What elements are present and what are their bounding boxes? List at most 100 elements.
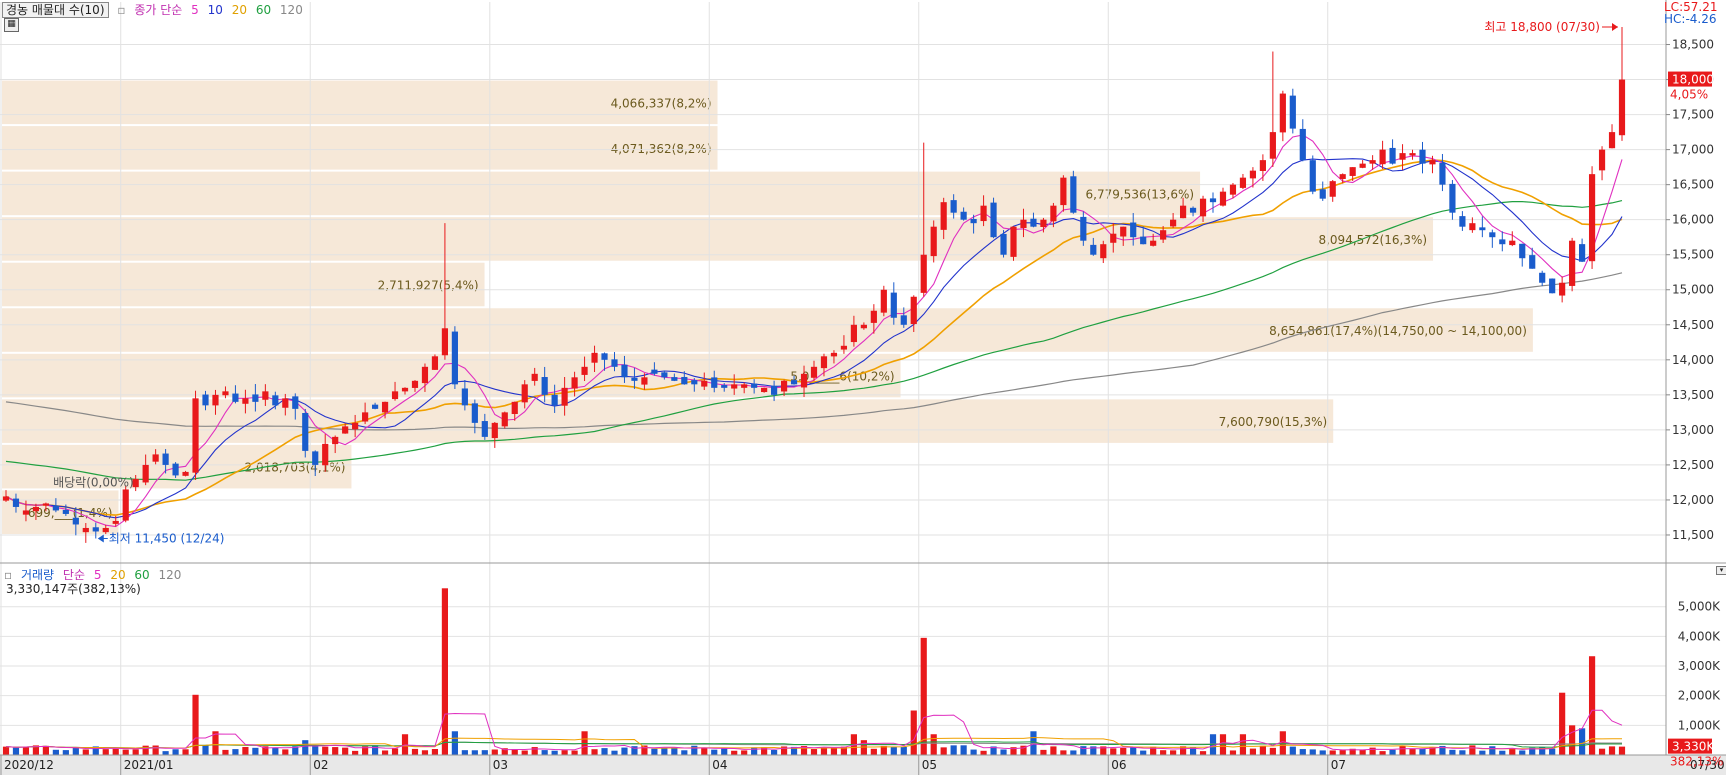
candle-body [282,398,289,408]
price-tick-label: 14,000 [1672,353,1714,367]
volume-bar [561,750,568,755]
candle-body [142,464,149,483]
candle-body [172,463,179,476]
volume-profile-bar [2,80,718,125]
volume-bar [272,747,279,755]
volume-bar [691,745,698,755]
volume-bar [1529,747,1536,755]
date-tick-label: 2021/01 [124,758,174,772]
volume-bar [870,748,877,755]
volume-bar [1399,745,1406,755]
candle-body [920,254,927,293]
candle-body [1050,205,1057,222]
volume-bar [1509,748,1516,755]
low-marker-label: 최저 11,450 (12/24) [109,531,225,545]
volume-bar [780,746,788,755]
volume-bar [661,748,668,755]
ma-legend-label: 종가 단순 [134,3,183,17]
high-marker-arrowhead [1612,23,1618,32]
volume-bar [1219,734,1227,755]
volume-tick-label: 5,000K [1678,600,1721,614]
candle-body [511,401,518,415]
candle-body [1459,216,1466,227]
volume-bar [1299,749,1306,755]
candle-body [671,377,678,381]
volume-bar [810,749,818,755]
candle-body [1229,184,1237,195]
candle-body [252,394,259,402]
volume-bar [920,637,927,755]
ma5-legend: 5 [191,3,199,17]
date-tick-label: 04 [712,758,727,772]
candle-body [1479,227,1486,231]
volume-profile-label[interactable]: 경농 매물대 수(10) [2,2,109,18]
volume-bar [352,750,359,755]
candle-body [1020,219,1027,228]
volume-bar [202,745,209,755]
candle-body [1000,233,1007,255]
candle-body [751,383,758,388]
candle-body [1449,183,1456,213]
candle-body [1499,239,1506,245]
candle-body [1319,189,1326,199]
volume-bar [1569,725,1576,755]
last-date-label: 07/30 [1690,758,1725,772]
volume-bar [282,749,289,755]
volume-bar [641,745,648,755]
volume-bar [182,749,189,755]
volume-bar [142,745,149,755]
date-tick-label: 05 [922,758,937,772]
candle-body [840,345,848,350]
volume-bar [1000,749,1007,755]
candle-body [551,394,558,406]
price-tick-label: 16,000 [1672,213,1714,227]
candle-body [1539,272,1546,283]
price-tick-label: 17,500 [1672,108,1714,122]
volume-bar [651,748,658,755]
volume-profile-label: 4,066,337(8,2%) [611,96,712,110]
candle-body [1110,233,1117,243]
high-marker-label: 최고 18,800 (07/30) [1484,20,1600,34]
price-tick-label: 12,500 [1672,458,1714,472]
volume-bar [362,746,369,755]
candle-body [12,498,20,507]
volume-bar [1269,747,1276,755]
candle-body [451,331,458,385]
current-price-tag [1668,71,1712,87]
candle-body [940,202,947,230]
volume-bar [930,734,937,755]
volume-bar [1279,731,1286,755]
volume-profile: 7,600,790(15,3%)5,0_____6(10,2%)8,654,86… [2,80,1533,534]
candle-body [1299,128,1306,161]
candle-body [461,388,468,406]
candle-body [601,353,608,360]
volume-bar [32,745,40,755]
candle-body [491,422,498,439]
volume-tick-label: 3,000K [1678,659,1721,673]
panel-toggle-icon[interactable]: ▾ [1716,566,1726,575]
candle-body [352,422,359,430]
candle-body [880,289,887,313]
volume-bar [1179,746,1187,755]
volume-profile-bar [2,399,1334,443]
volume-bar [431,749,439,755]
candle-body [62,509,69,514]
table-toggle-icon[interactable]: ▦ [4,18,19,32]
volume-profile-bar [2,217,1434,261]
volume-bar [531,747,538,755]
candle-body [1588,174,1596,262]
candle-body [72,517,79,525]
volume-bar [2,746,10,755]
candle-body [591,352,598,363]
volume-bar [252,747,259,755]
ma60-line [5,200,1623,481]
candle-body [401,387,409,392]
volume-bar [990,746,997,755]
candle-body [1349,167,1356,176]
volume-ma-label: 단순 [62,568,86,582]
volume-bar [451,731,458,755]
volume-bar [132,749,139,755]
volume-bar [681,750,688,755]
